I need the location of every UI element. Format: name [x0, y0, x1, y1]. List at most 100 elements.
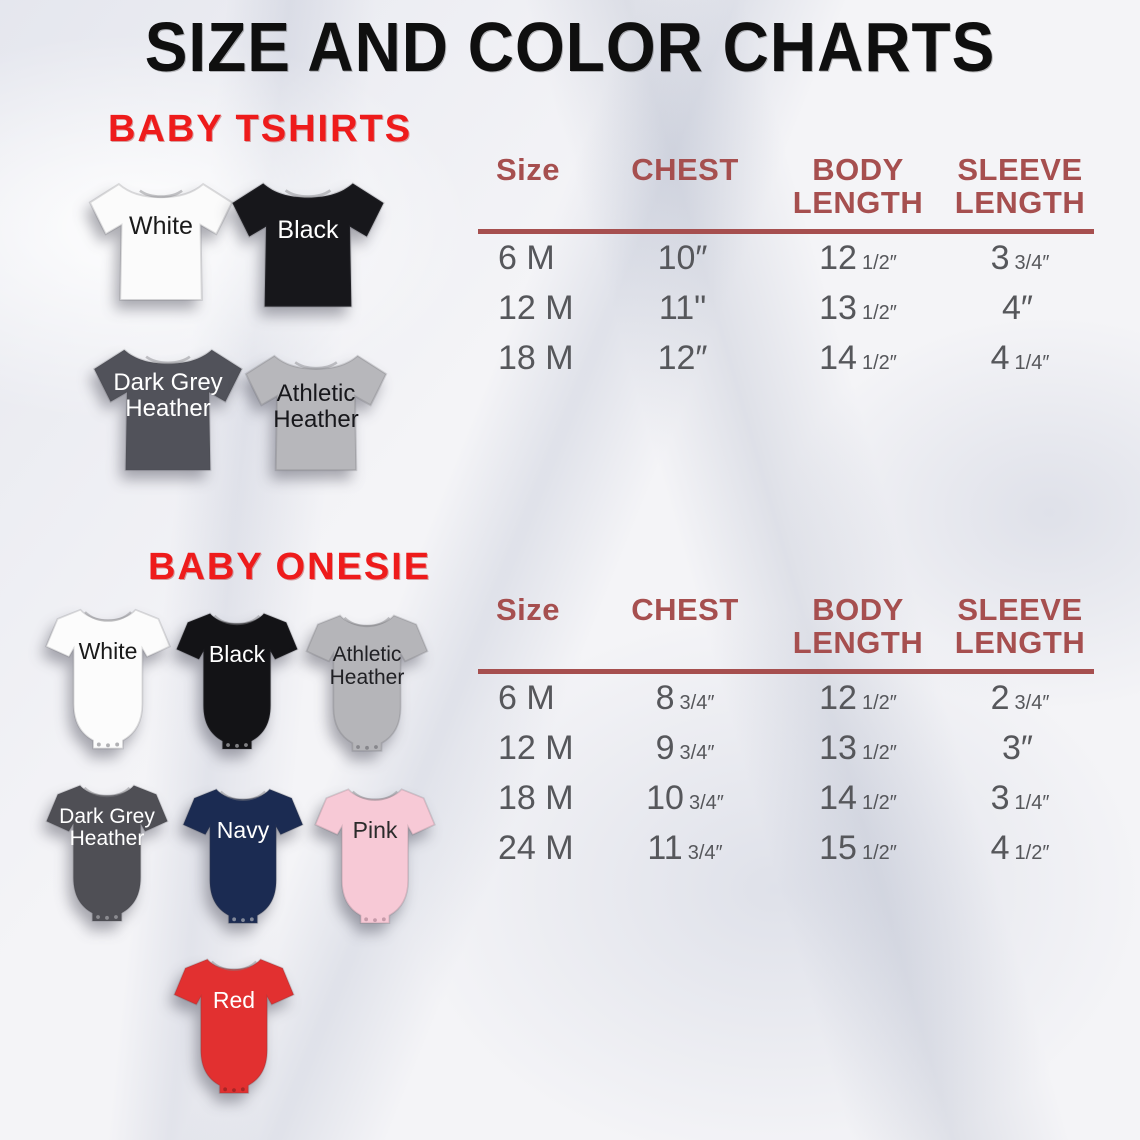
onesie-navy: Navy [172, 776, 314, 942]
onesie-dark-grey-heather: Dark Grey Heather [36, 772, 178, 940]
collar-line-icon [145, 355, 191, 365]
tshirt-icon [244, 354, 388, 472]
onesie-icon [314, 788, 436, 925]
onesie-icon [175, 612, 299, 750]
color-label: Athletic Heather [273, 379, 359, 433]
tshirt-black: Black [224, 164, 392, 326]
onesie-body [175, 612, 299, 750]
table-divider [478, 228, 1094, 234]
sleeve-length-cell: 3 1/4″ [990, 779, 1050, 818]
color-label: Black [277, 216, 339, 245]
onesie-athletic-heather: Athletic Heather [296, 602, 438, 770]
body-length-cell: 12 1/2″ [819, 679, 897, 718]
color-label: Navy [216, 816, 270, 843]
chest-cell: 8 3/4″ [655, 679, 715, 718]
tshirt-size-table: Size CHEST BODY LENGTH SLEEVE LENGTH 6 M 1… [478, 152, 1094, 384]
color-label: Red [212, 986, 256, 1013]
chest-cell: 9 3/4″ [655, 729, 715, 768]
table-row: 24 M 11 3/4″ 15 1/2″ 4 1/2″ [478, 824, 1094, 874]
table-header-row: Size CHEST BODY LENGTH SLEEVE LENGTH [478, 592, 1094, 660]
body-length-cell: 13 1/2″ [819, 289, 897, 328]
baby-onesie-heading: BABY ONESIE [148, 546, 432, 588]
onesie-icon [45, 784, 169, 922]
col-header-chest: CHEST [631, 152, 739, 187]
collar-line-icon [284, 189, 332, 199]
collar-line-icon [83, 786, 131, 798]
onesie-body [44, 608, 172, 750]
chest-cell: 10″ [657, 239, 708, 278]
table-row: 18 M 10 3/4″ 14 1/2″ 3 1/4″ [478, 774, 1094, 824]
onesie-icon [305, 614, 429, 752]
color-label: Black [208, 641, 266, 667]
col-header-size: Size [496, 152, 561, 187]
onesie-white: White [34, 596, 182, 768]
collar-line-icon [352, 790, 398, 801]
onesie-body [45, 784, 169, 922]
collar-line-icon [294, 361, 338, 370]
col-header-sleeve-length: SLEEVE LENGTH [954, 592, 1086, 660]
tshirt-icon [88, 182, 234, 301]
collar-line-icon [139, 189, 183, 198]
body-length-cell: 13 1/2″ [819, 729, 897, 768]
onesie-black: Black [168, 600, 306, 768]
tshirt-athletic-heather: Athletic Heather [238, 332, 394, 494]
sleeve-length-cell: 4″ [1002, 289, 1033, 328]
table-row: 6 M 8 3/4″ 12 1/2″ 2 3/4″ [478, 674, 1094, 724]
sleeve-length-cell: 4 1/4″ [990, 339, 1050, 378]
size-cell: 6 M [498, 679, 555, 718]
tshirt-body [88, 182, 234, 301]
tshirt-icon [92, 348, 244, 472]
sleeve-length-cell: 4 1/2″ [990, 829, 1050, 868]
color-label: Dark Grey Heather [113, 368, 223, 422]
chest-cell: 10 3/4″ [646, 779, 724, 818]
chest-cell: 11 3/4″ [647, 829, 723, 868]
chest-cell: 11" [658, 289, 707, 328]
sleeve-length-cell: 3″ [1002, 729, 1033, 768]
size-cell: 18 M [498, 339, 574, 378]
sleeve-length-cell: 3 3/4″ [990, 239, 1050, 278]
table-divider [478, 668, 1094, 674]
col-header-chest: CHEST [631, 592, 739, 627]
onesie-red: Red [160, 946, 308, 1112]
table-row: 12 M 11" 13 1/2″ 4″ [478, 284, 1094, 334]
onesie-body [305, 614, 429, 752]
collar-line-icon [220, 790, 266, 801]
onesie-size-table: Size CHEST BODY LENGTH SLEEVE LENGTH 6 M 8… [478, 592, 1094, 874]
color-label: White [78, 638, 138, 664]
table-row: 12 M 9 3/4″ 13 1/2″ 3″ [478, 724, 1094, 774]
body-length-cell: 15 1/2″ [819, 829, 897, 868]
body-length-cell: 14 1/2″ [819, 339, 897, 378]
tshirt-white: White [82, 158, 240, 326]
size-cell: 6 M [498, 239, 555, 278]
body-length-cell: 14 1/2″ [819, 779, 897, 818]
tshirt-icon [231, 182, 385, 308]
col-header-sleeve-length: SLEEVE LENGTH [954, 152, 1086, 220]
size-cell: 12 M [498, 289, 574, 328]
table-row: 18 M 12″ 14 1/2″ 4 1/4″ [478, 334, 1094, 384]
onesie-body [314, 788, 436, 925]
size-cell: 18 M [498, 779, 574, 818]
tshirt-body [231, 182, 385, 308]
sleeve-length-cell: 2 3/4″ [990, 679, 1050, 718]
size-cell: 12 M [498, 729, 574, 768]
onesie-icon [182, 788, 304, 925]
color-label: Dark Grey Heather [59, 804, 155, 851]
color-label: Pink [352, 816, 398, 843]
collar-line-icon [84, 611, 132, 622]
onesie-pink: Pink [302, 776, 448, 942]
tshirt-body [244, 354, 388, 472]
color-label: White [129, 212, 193, 241]
chest-cell: 12″ [657, 339, 708, 378]
table-row: 6 M 10″ 12 1/2″ 3 3/4″ [478, 234, 1094, 284]
collar-line-icon [343, 616, 391, 628]
onesie-body [182, 788, 304, 925]
onesie-icon [44, 608, 172, 750]
baby-tshirts-heading: BABY TSHIRTS [108, 108, 413, 150]
onesie-icon [173, 958, 295, 1095]
page-title: SIZE AND COLOR CHARTS [144, 8, 996, 86]
collar-line-icon [213, 614, 261, 626]
collar-line-icon [211, 960, 257, 971]
body-length-cell: 12 1/2″ [819, 239, 897, 278]
tshirt-dark-grey-heather: Dark Grey Heather [86, 326, 250, 494]
